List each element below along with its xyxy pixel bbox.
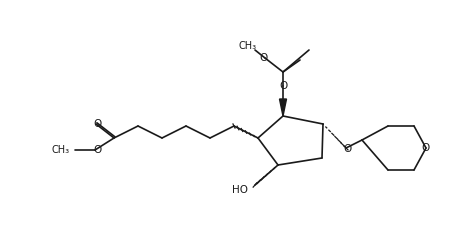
Polygon shape (279, 99, 286, 116)
Text: O: O (279, 81, 287, 91)
Text: O: O (343, 144, 351, 154)
Text: CH₃: CH₃ (52, 145, 70, 155)
Text: O: O (260, 53, 268, 63)
Text: CH₃: CH₃ (239, 41, 257, 51)
Text: O: O (93, 119, 101, 129)
Text: O: O (93, 145, 101, 155)
Text: O: O (421, 143, 429, 153)
Text: HO: HO (232, 185, 248, 195)
